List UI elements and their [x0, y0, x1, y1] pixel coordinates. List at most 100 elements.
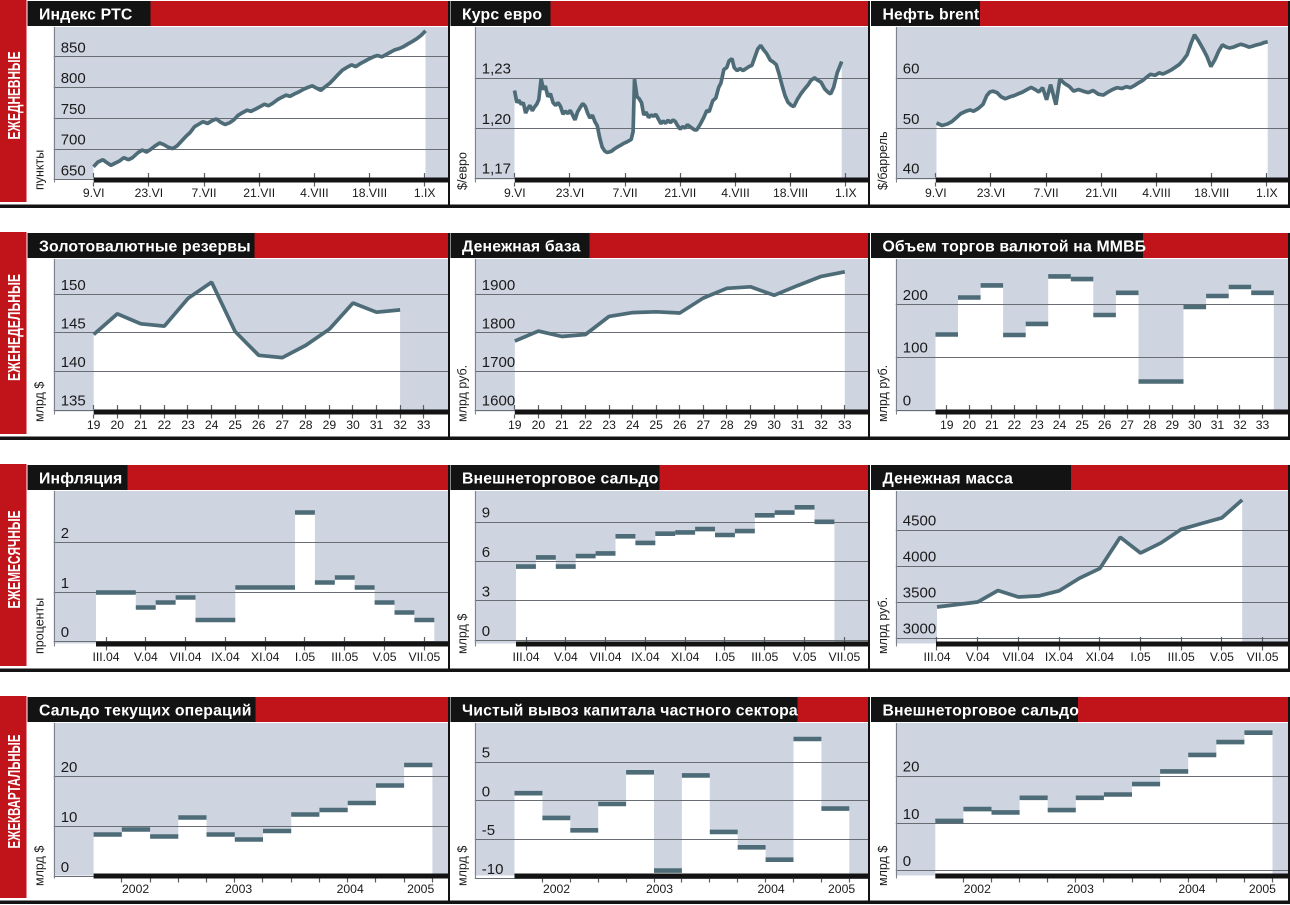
svg-text:33: 33 — [1256, 418, 1270, 432]
svg-text:18.VIII: 18.VIII — [352, 186, 387, 200]
svg-text:26: 26 — [673, 418, 687, 432]
svg-text:VII.04: VII.04 — [590, 650, 622, 664]
svg-text:24: 24 — [1053, 418, 1067, 432]
svg-text:1800: 1800 — [482, 316, 515, 333]
svg-text:Денежная масса: Денежная масса — [883, 471, 1013, 488]
svg-text:Внешнеторговое сальдо: Внешнеторговое сальдо — [883, 703, 1080, 720]
svg-text:IX.04: IX.04 — [211, 650, 240, 664]
svg-text:10: 10 — [903, 806, 920, 823]
svg-text:750: 750 — [61, 101, 86, 118]
svg-text:29: 29 — [1166, 418, 1180, 432]
svg-text:млрд руб.: млрд руб. — [456, 365, 470, 422]
svg-text:млрд $: млрд $ — [33, 382, 47, 422]
svg-text:1.IX: 1.IX — [414, 186, 436, 200]
svg-text:10: 10 — [61, 809, 78, 826]
svg-text:32: 32 — [393, 418, 407, 432]
svg-text:26: 26 — [252, 418, 266, 432]
svg-text:30: 30 — [1188, 418, 1202, 432]
svg-text:22: 22 — [158, 418, 172, 432]
svg-text:Инфляция: Инфляция — [39, 471, 122, 488]
svg-text:III.04: III.04 — [923, 650, 950, 664]
svg-text:2005: 2005 — [1249, 882, 1276, 896]
svg-text:2004: 2004 — [758, 882, 785, 896]
svg-text:700: 700 — [61, 132, 86, 149]
svg-text:33: 33 — [838, 418, 852, 432]
svg-text:1700: 1700 — [482, 354, 515, 371]
svg-text:9.VI: 9.VI — [925, 186, 947, 200]
svg-text:4.VIII: 4.VIII — [300, 186, 328, 200]
svg-text:4500: 4500 — [903, 513, 936, 530]
svg-text:ЕЖЕДНЕВНЫЕ: ЕЖЕДНЕВНЫЕ — [4, 52, 24, 140]
svg-text:Нефть brent: Нефть brent — [883, 7, 980, 24]
svg-text:Золотовалютные резервы: Золотовалютные резервы — [39, 239, 251, 256]
svg-text:I.05: I.05 — [1130, 650, 1151, 664]
svg-text:Чистый вывоз капитала частного: Чистый вывоз капитала частного сектора — [462, 703, 798, 720]
svg-text:9.VI: 9.VI — [83, 186, 105, 200]
svg-text:3500: 3500 — [903, 585, 936, 602]
svg-text:25: 25 — [228, 418, 242, 432]
svg-text:145: 145 — [61, 316, 86, 333]
svg-text:28: 28 — [1143, 418, 1157, 432]
svg-text:31: 31 — [370, 418, 384, 432]
svg-text:0: 0 — [482, 783, 490, 800]
svg-text:2002: 2002 — [964, 882, 991, 896]
svg-text:9: 9 — [482, 505, 490, 522]
svg-text:4.VIII: 4.VIII — [721, 186, 749, 200]
svg-text:22: 22 — [579, 418, 593, 432]
svg-text:23: 23 — [181, 418, 195, 432]
svg-text:0: 0 — [61, 624, 69, 641]
svg-text:млрд $: млрд $ — [876, 846, 890, 886]
svg-text:I.05: I.05 — [295, 650, 316, 664]
svg-text:0: 0 — [903, 853, 911, 870]
svg-text:19: 19 — [508, 418, 522, 432]
svg-text:III.05: III.05 — [1168, 650, 1195, 664]
svg-text:27: 27 — [276, 418, 290, 432]
svg-text:2003: 2003 — [1067, 882, 1094, 896]
svg-text:3000: 3000 — [903, 621, 936, 638]
svg-text:Денежная база: Денежная база — [462, 239, 581, 256]
svg-text:30: 30 — [346, 418, 360, 432]
svg-text:XI.04: XI.04 — [671, 650, 700, 664]
svg-text:XI.04: XI.04 — [251, 650, 280, 664]
svg-text:VII.05: VII.05 — [828, 650, 860, 664]
svg-text:2002: 2002 — [122, 882, 149, 896]
svg-text:млрд руб.: млрд руб. — [876, 365, 890, 422]
svg-text:V.05: V.05 — [1210, 650, 1234, 664]
svg-text:100: 100 — [903, 340, 928, 357]
svg-text:V.05: V.05 — [793, 650, 817, 664]
svg-text:6: 6 — [482, 544, 490, 561]
svg-text:27: 27 — [1120, 418, 1134, 432]
svg-text:V.05: V.05 — [373, 650, 397, 664]
svg-text:IX.04: IX.04 — [1045, 650, 1074, 664]
svg-text:Курс евро: Курс евро — [462, 7, 542, 24]
svg-text:20: 20 — [963, 418, 977, 432]
svg-text:XI.04: XI.04 — [1086, 650, 1115, 664]
svg-text:ЕЖЕМЕСЯЧНЫЕ: ЕЖЕМЕСЯЧНЫЕ — [4, 511, 24, 609]
svg-text:150: 150 — [61, 277, 86, 294]
svg-text:-10: -10 — [482, 861, 504, 878]
svg-text:800: 800 — [61, 70, 86, 87]
svg-text:20: 20 — [111, 418, 125, 432]
svg-text:650: 650 — [61, 162, 86, 179]
svg-text:VII.04: VII.04 — [1002, 650, 1034, 664]
svg-text:2003: 2003 — [225, 882, 252, 896]
svg-text:млрд $: млрд $ — [456, 614, 470, 654]
svg-text:1: 1 — [61, 575, 69, 592]
svg-text:21.VII: 21.VII — [664, 186, 696, 200]
svg-text:ЕЖЕНЕДЕЛЬНЫЕ: ЕЖЕНЕДЕЛЬНЫЕ — [4, 274, 24, 381]
svg-text:21.VII: 21.VII — [1085, 186, 1117, 200]
svg-text:IX.04: IX.04 — [631, 650, 660, 664]
svg-text:200: 200 — [903, 287, 928, 304]
svg-text:4.VIII: 4.VIII — [1142, 186, 1170, 200]
svg-text:I.05: I.05 — [715, 650, 736, 664]
svg-text:21.VII: 21.VII — [243, 186, 275, 200]
svg-text:0: 0 — [482, 623, 490, 640]
svg-text:25: 25 — [649, 418, 663, 432]
svg-text:140: 140 — [61, 354, 86, 371]
svg-text:2002: 2002 — [543, 882, 570, 896]
svg-text:0: 0 — [903, 393, 911, 410]
svg-text:млрд $: млрд $ — [456, 846, 470, 886]
svg-text:7.VII: 7.VII — [613, 186, 638, 200]
svg-text:$/баррель: $/баррель — [876, 132, 890, 191]
svg-text:31: 31 — [1211, 418, 1225, 432]
